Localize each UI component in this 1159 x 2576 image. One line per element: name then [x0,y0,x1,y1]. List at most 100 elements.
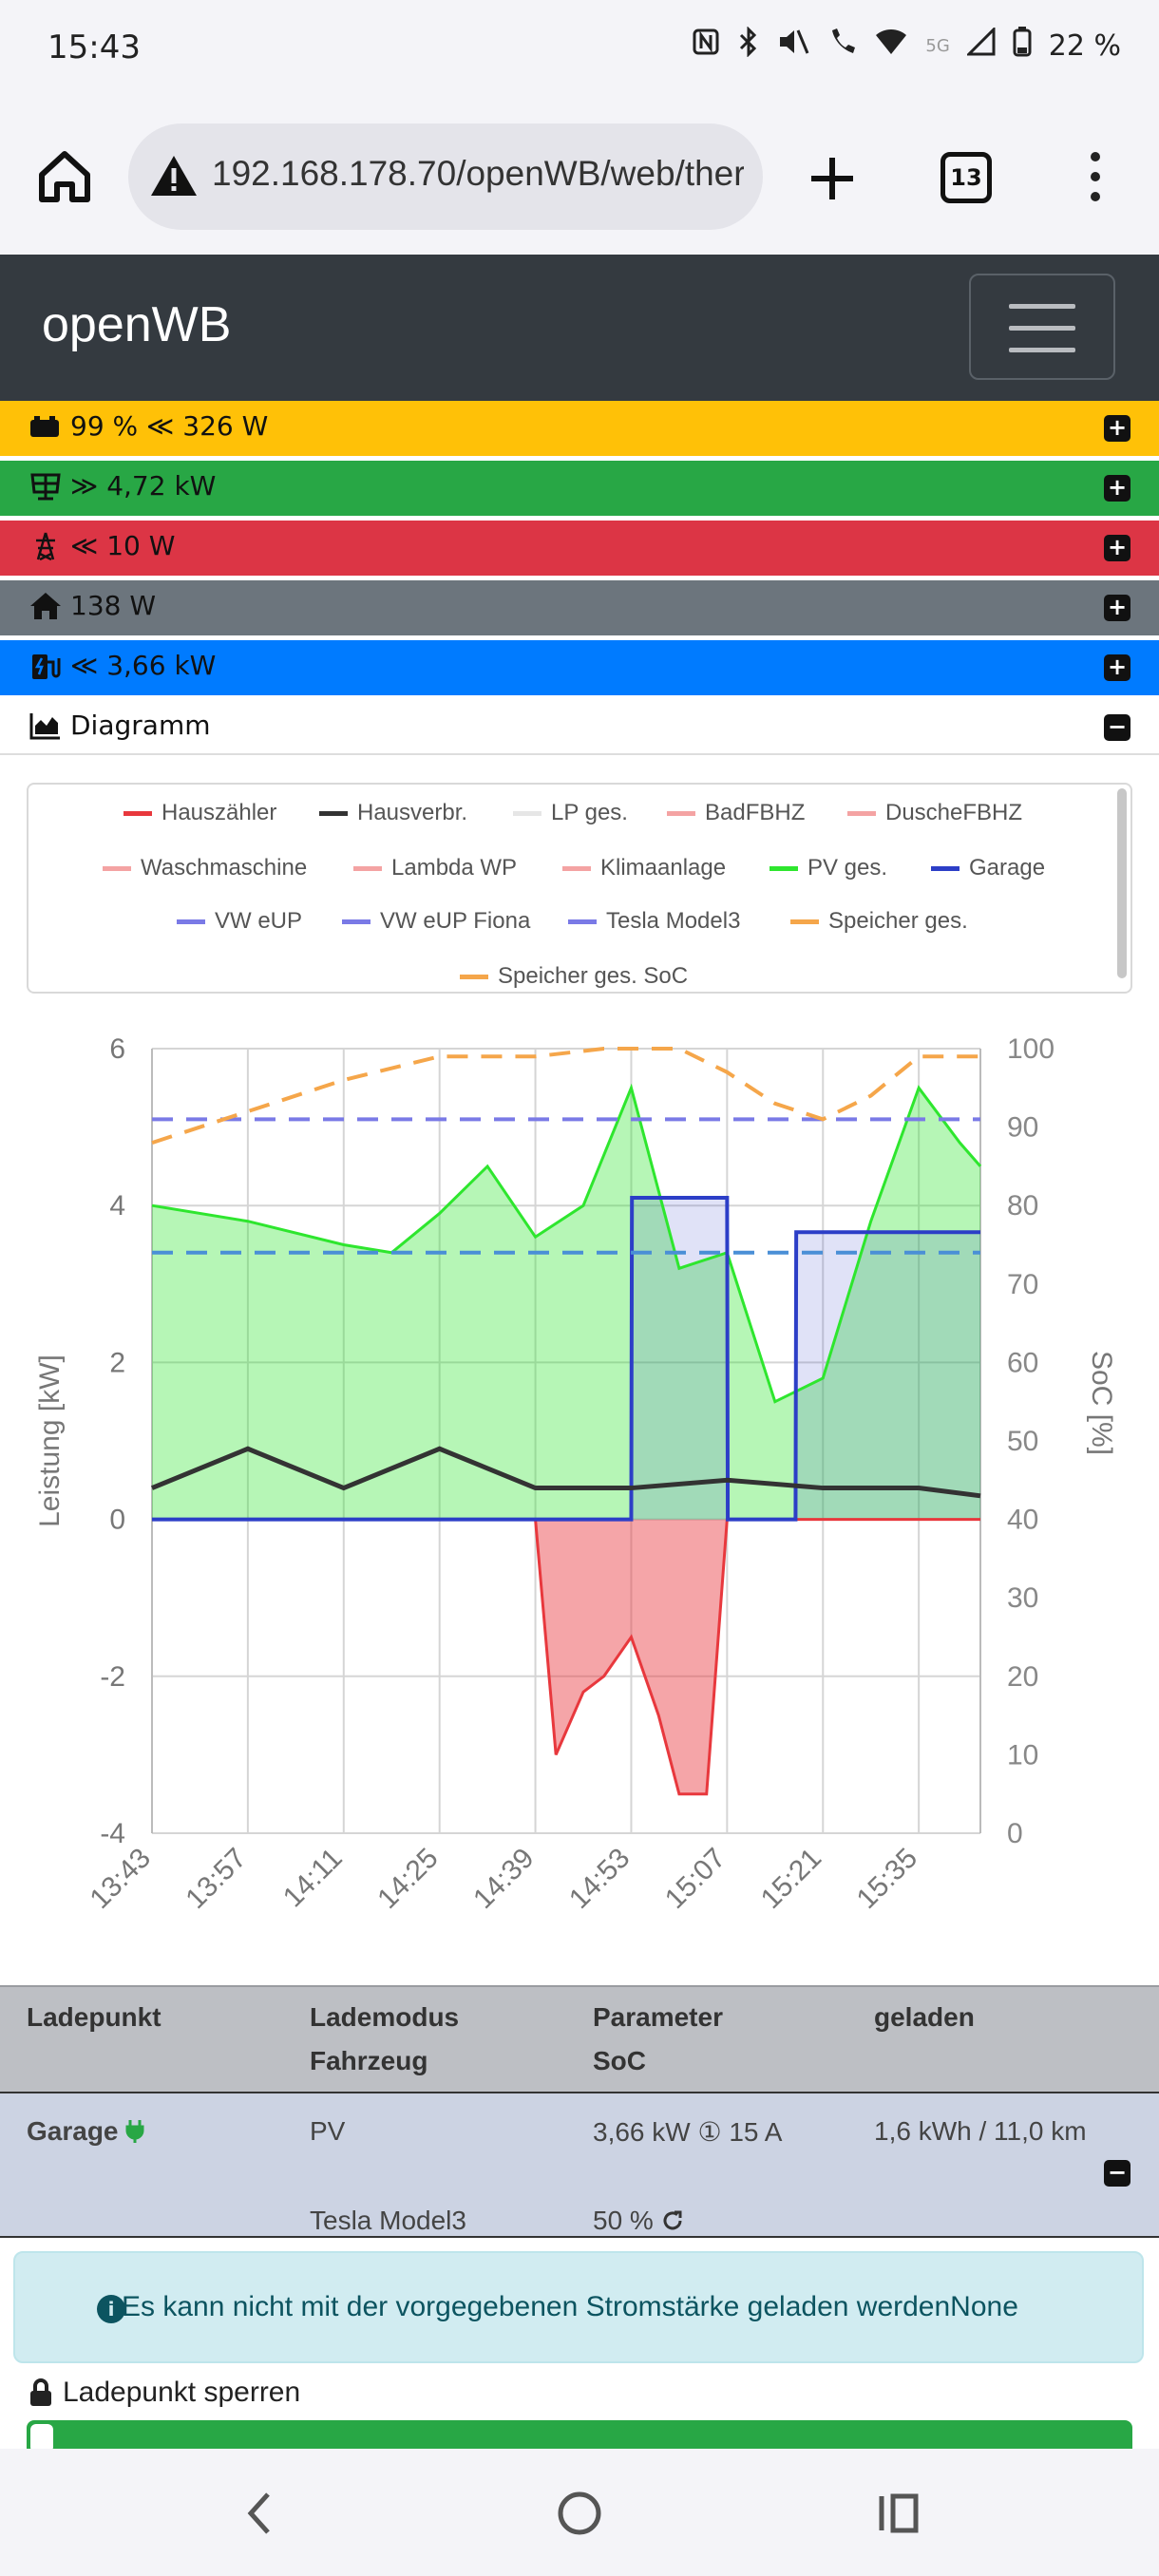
pv-row[interactable]: ≫ 4,72 kW + [0,461,1159,516]
url-bar[interactable]: 192.168.178.70/openWB/web/ther [128,123,763,230]
charged-amount: 1,6 kWh / 11,0 km [874,2116,1087,2146]
lock-icon [30,2378,51,2406]
collapse-row-icon[interactable]: − [1104,2160,1130,2187]
y2-tick-label: 60 [1007,1347,1038,1378]
legend-item-lp-ges[interactable]: LP ges. [513,800,628,826]
toggle-knob[interactable] [30,2424,53,2449]
expand-icon[interactable]: + [1104,535,1130,561]
legend-item-vw-eup[interactable]: VW eUP [177,908,302,935]
vehicle-soc[interactable]: 50 % [593,2206,684,2236]
legend-item-hauszaehler[interactable]: Hauszähler [124,800,276,826]
storage-soc-line [151,1047,980,1146]
house-row[interactable]: 138 W + [0,580,1159,635]
pv-row-text: ≫ 4,72 kW [70,470,217,502]
charge-mode[interactable]: PV [310,2116,346,2146]
chargepoint-table-header: Ladepunkt Lademodus Fahrzeug Parameter S… [0,1985,1159,2092]
chargepoint-name[interactable]: Garage [27,2116,144,2147]
x-tick-label: 13:57 [180,1843,252,1915]
grid-row[interactable]: ≪ 10 W + [0,521,1159,576]
charging-station-icon [32,653,61,679]
battery-icon [30,415,59,437]
diagram-row[interactable]: Diagramm − [0,700,1159,755]
lock-toggle-button[interactable] [27,2420,1132,2449]
expand-icon[interactable]: + [1104,595,1130,621]
back-icon [247,2492,270,2534]
x-tick-label: 15:35 [851,1843,923,1915]
header-lademodus: Lademodus [310,2002,460,2032]
y2-tick-label: 50 [1007,1426,1038,1457]
home-button[interactable] [34,146,95,207]
header-geladen: geladen [874,2002,975,2032]
hamburger-line [1009,304,1075,309]
legend-item-tesla-model3[interactable]: Tesla Model3 [568,908,740,935]
mute-icon [777,28,809,64]
hamburger-line [1009,326,1075,331]
legend-item-waschmaschine[interactable]: Waschmaschine [103,855,307,881]
legend-item-speicher-soc[interactable]: Speicher ges. SoC [460,963,688,990]
y-tick-label: 0 [109,1505,125,1536]
battery-percent: 22 % [1048,28,1121,63]
solar-panel-icon [30,473,61,500]
battery-row[interactable]: 99 % ≪ 326 W + [0,401,1159,456]
wifi-icon [874,28,908,64]
plus-icon [811,158,853,199]
y-tick-label: 4 [109,1190,125,1222]
system-status-bar: 15:43 5G 22 % [0,0,1159,104]
recents-button[interactable] [870,2485,927,2542]
y2-tick-label: 70 [1007,1269,1038,1300]
legend-item-pv-ges[interactable]: PV ges. [770,855,887,881]
warning-icon[interactable] [147,152,200,199]
y-tick-label: 2 [109,1347,125,1378]
browser-menu-button[interactable] [1081,152,1110,209]
legend-item-garage[interactable]: Garage [931,855,1045,881]
network-type: 5G [925,35,950,56]
expand-icon[interactable]: + [1104,475,1130,502]
expand-icon[interactable]: + [1104,654,1130,681]
y2-tick-label: 0 [1007,1818,1023,1849]
home-nav-button[interactable] [551,2485,608,2542]
diagram-row-text: Diagramm [70,710,211,741]
pv-area [152,1088,980,1520]
legend-item-lambda-wp[interactable]: Lambda WP [353,855,517,881]
charge-parameter: 3,66 kW ① 15 A [593,2117,783,2147]
y2-tick-label: 30 [1007,1582,1038,1614]
legend-scrollbar[interactable] [1117,788,1127,978]
home-icon [30,592,61,619]
url-text[interactable]: 192.168.178.70/openWB/web/ther [212,154,744,193]
chargepoint-row[interactable]: Garage PV 3,66 kW ① 15 A 1,6 kWh / 11,0 … [0,2092,1159,2238]
x-tick-label: 15:21 [755,1843,827,1915]
legend-item-duschefbhz[interactable]: DuscheFBHZ [847,800,1022,826]
expand-icon[interactable]: + [1104,415,1130,442]
brand-title[interactable]: openWB [42,297,232,352]
status-icons: 5G 22 % [692,26,1121,65]
refresh-icon[interactable] [661,2209,684,2232]
legend-item-badfbhz[interactable]: BadFBHZ [667,800,805,826]
legend-item-vw-eup-fiona[interactable]: VW eUP Fiona [342,908,530,935]
alert-text: Es kann nicht mit der vorgegebenen Strom… [122,2291,1018,2322]
hamburger-line [1009,348,1075,352]
y-tick-label: -4 [100,1818,125,1849]
system-navigation-bar [0,2449,1159,2576]
battery-row-text: 99 % ≪ 326 W [70,410,269,442]
header-fahrzeug: Fahrzeug [310,2046,428,2075]
new-tab-button[interactable] [806,152,859,205]
nav-toggle-button[interactable] [969,274,1115,380]
info-icon: i [97,2295,125,2323]
collapse-icon[interactable]: − [1104,714,1130,741]
tab-switcher-button[interactable]: 13 [940,152,992,203]
y2-tick-label: 40 [1007,1505,1038,1536]
chart-legend: Hauszähler Hausverbr. LP ges. BadFBHZ Du… [27,783,1132,994]
legend-item-speicher-ges[interactable]: Speicher ges. [790,908,968,935]
y2-tick-label: 80 [1007,1190,1038,1222]
chart-area-icon [29,712,60,739]
charge-row[interactable]: ≪ 3,66 kW + [0,640,1159,695]
lock-chargepoint-label[interactable]: Ladepunkt sperren [28,2377,300,2409]
vehicle-name[interactable]: Tesla Model3 [310,2206,466,2235]
home-icon [39,151,90,202]
back-button[interactable] [232,2485,289,2542]
legend-item-hausverbr[interactable]: Hausverbr. [319,800,467,826]
legend-item-klimaanlage[interactable]: Klimaanlage [562,855,726,881]
charge-row-text: ≪ 3,66 kW [70,650,217,681]
x-tick-label: 14:25 [371,1843,444,1915]
